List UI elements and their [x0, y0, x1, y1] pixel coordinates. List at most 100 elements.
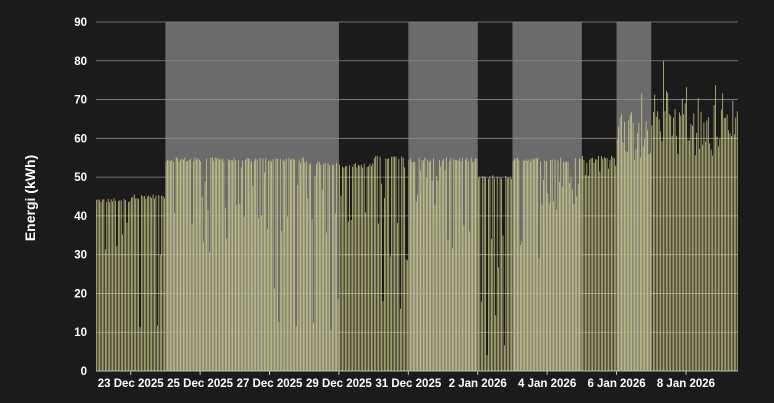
energy-bar [204, 181, 206, 371]
energy-bar [463, 225, 465, 371]
energy-bar [618, 126, 619, 371]
energy-bar [548, 203, 550, 371]
y-gridlines [96, 21, 738, 333]
energy-bar [107, 198, 109, 371]
energy-bar [149, 196, 151, 371]
energy-bar [493, 178, 495, 371]
energy-bar [449, 161, 450, 371]
energy-bar [200, 161, 202, 371]
energy-bar [223, 161, 225, 371]
energy-bar [723, 118, 725, 372]
energy-bar [550, 159, 552, 371]
energy-bar [608, 168, 609, 371]
energy-bar [621, 114, 622, 371]
energy-bar [103, 199, 105, 371]
energy-bar [570, 177, 572, 371]
energy-bar [613, 158, 615, 371]
energy-bar [421, 159, 423, 371]
energy-bar [517, 157, 518, 371]
energy-bar [282, 159, 284, 371]
energy-bar [683, 114, 685, 371]
energy-bar [279, 159, 281, 371]
energy-bar [311, 218, 313, 371]
energy-bar [424, 157, 426, 371]
energy-bar [677, 153, 679, 371]
energy-bar [462, 158, 463, 371]
y-tick-labels: 0 10 20 30 40 50 60 70 80 90 [74, 17, 87, 378]
energy-bar [115, 200, 116, 371]
energy-bar [501, 178, 502, 371]
x-tick-label: 25 Dec 2025 [167, 378, 233, 390]
energy-bar [580, 158, 582, 371]
energy-bar [106, 201, 108, 371]
energy-bar [423, 160, 424, 371]
energy-bar [650, 152, 651, 371]
energy-bar [301, 158, 303, 371]
energy-bar [196, 159, 197, 371]
energy-bar [514, 158, 515, 371]
energy-bar [320, 164, 322, 371]
y-axis-title: Energi (kWh) [22, 155, 38, 241]
energy-bar [333, 165, 335, 371]
energy-bar [453, 159, 455, 371]
energy-bar [425, 177, 427, 371]
energy-bar [732, 100, 734, 371]
energy-bar [295, 326, 297, 371]
energy-bar [638, 122, 640, 371]
energy-bar [368, 166, 369, 371]
y-tick-label: 40 [74, 211, 87, 223]
energy-bar [345, 166, 346, 371]
energy-bar [508, 177, 510, 371]
energy-bar [213, 160, 215, 371]
energy-bar [206, 158, 207, 371]
energy-bar [329, 165, 330, 371]
energy-bar [569, 183, 570, 371]
energy-bar [469, 231, 471, 371]
y-tick-label: 80 [74, 56, 87, 68]
energy-bar [165, 161, 167, 371]
energy-bar [661, 141, 663, 371]
energy-bar [566, 161, 567, 371]
energy-bar [211, 157, 213, 371]
energy-bar [222, 158, 223, 371]
energy-bar [644, 138, 646, 371]
energy-bar [181, 158, 183, 371]
energy-bar [405, 259, 407, 371]
energy-bar [472, 161, 473, 371]
energy-bar [232, 160, 233, 371]
energy-bar [443, 158, 445, 371]
energy-bar [452, 248, 453, 371]
energy-bar [265, 158, 267, 371]
energy-bar [475, 158, 476, 371]
energy-bar [660, 131, 661, 371]
energy-bar [694, 155, 696, 371]
energy-bar [479, 176, 481, 371]
energy-bar [541, 204, 543, 371]
energy-bar [303, 157, 304, 371]
energy-bar [718, 146, 719, 371]
energy-bar [574, 158, 576, 371]
energy-bar [710, 149, 712, 371]
energy-bar [175, 157, 177, 371]
energy-bar [210, 157, 212, 371]
energy-bar [297, 184, 298, 371]
energy-bar [560, 157, 562, 371]
energy-bar [651, 125, 653, 371]
energy-bar [170, 160, 171, 371]
energy-bar [444, 170, 446, 371]
energy-bar [155, 195, 157, 371]
energy-bar [556, 209, 557, 371]
energy-bar [515, 158, 517, 371]
y-tick-label: 70 [74, 95, 87, 107]
energy-bar [385, 158, 387, 371]
energy-bar [174, 212, 176, 371]
energy-bar [473, 161, 475, 371]
energy-bar [126, 222, 128, 371]
energy-bar [540, 161, 541, 371]
energy-bar [253, 160, 255, 371]
energy-bar [246, 157, 248, 371]
energy-bar [456, 160, 458, 371]
energy-bar [207, 209, 209, 371]
energy-bar [590, 158, 592, 371]
